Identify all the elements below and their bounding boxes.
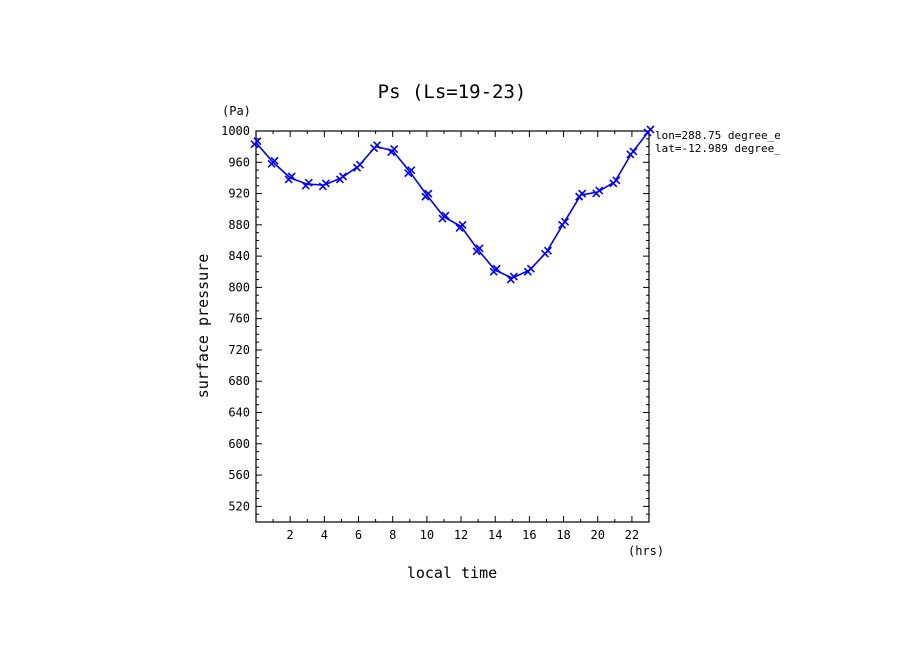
x-tick-label: 8: [389, 528, 396, 542]
point-cross: [646, 125, 655, 134]
data-point: [284, 172, 296, 184]
data-point: [609, 176, 621, 188]
y-tick-label: 640: [228, 406, 250, 420]
data-point: [404, 166, 416, 178]
point-cross: [441, 211, 450, 220]
y-tick-label: 840: [228, 249, 250, 263]
point-cross: [407, 166, 416, 175]
data-point: [506, 272, 518, 284]
data-point: [626, 147, 638, 159]
point-cross: [321, 179, 330, 188]
data-point: [301, 178, 313, 190]
point-cross: [253, 137, 262, 146]
point-cross: [560, 217, 570, 226]
x-tick-label: 18: [556, 528, 570, 542]
x-tick-label: 6: [355, 528, 362, 542]
series-line: [255, 130, 650, 279]
point-cross: [390, 144, 399, 154]
y-tick-label: 880: [228, 218, 250, 232]
annotation-clip: [780, 130, 904, 160]
x-tick-label: 22: [625, 528, 639, 542]
point-cross: [458, 220, 467, 229]
data-point: [267, 156, 279, 168]
point-cross: [509, 272, 518, 281]
data-point: [592, 186, 604, 198]
y-tick-label: 600: [228, 437, 250, 451]
data-point: [455, 220, 467, 232]
point-cross: [270, 156, 279, 165]
x-axis-label: local time: [407, 564, 497, 582]
x-tick-label: 16: [522, 528, 536, 542]
chart-title: Ps (Ls=19-23): [378, 81, 527, 103]
point-cross: [424, 189, 433, 198]
point-cross: [612, 176, 621, 185]
data-point: [643, 125, 655, 137]
y-tick-label: 920: [228, 187, 250, 201]
data-point: [557, 217, 570, 229]
point-cross: [355, 160, 365, 169]
y-tick-label: 680: [228, 374, 250, 388]
y-tick-label: 800: [228, 280, 250, 294]
y-tick-label: 760: [228, 312, 250, 326]
data-point: [250, 137, 262, 149]
data-point: [335, 172, 348, 184]
data-point: [421, 189, 433, 201]
x-tick-label: 2: [287, 528, 294, 542]
y-unit-label: (Pa): [222, 104, 251, 118]
data-point: [318, 179, 330, 191]
y-tick-label: 720: [228, 343, 250, 357]
point-cross: [492, 264, 501, 273]
y-tick-label: 960: [228, 155, 250, 169]
data-point: [540, 246, 553, 258]
x-unit-label: (hrs): [628, 544, 664, 558]
x-tick-label: 20: [591, 528, 605, 542]
point-cross: [304, 178, 313, 187]
x-tick-label: 4: [321, 528, 328, 542]
point-cross: [475, 244, 484, 253]
data-point: [575, 189, 587, 201]
point-cross: [338, 172, 348, 181]
data-point: [370, 141, 382, 153]
point-cross: [543, 246, 553, 255]
lat-annotation: lat=-12.989 degree_: [655, 142, 781, 155]
data-point: [472, 244, 484, 256]
y-tick-label: 560: [228, 468, 250, 482]
plot-frame: [255, 130, 650, 523]
data-point: [489, 264, 501, 276]
x-tick-label: 12: [454, 528, 468, 542]
y-tick-label: 520: [228, 499, 250, 513]
point-cross: [287, 172, 296, 181]
x-tick-label: 10: [420, 528, 434, 542]
y-axis-label: surface pressure: [194, 254, 212, 399]
x-tick-label: 14: [488, 528, 502, 542]
lon-annotation: lon=288.75 degree_e: [655, 129, 781, 142]
point-cross: [526, 264, 535, 273]
point-cross: [373, 141, 382, 150]
data-point: [352, 160, 365, 172]
data-point: [387, 144, 399, 157]
point-cross: [629, 147, 638, 156]
data-point: [523, 264, 535, 276]
point-cross: [578, 189, 587, 198]
data-point: [438, 211, 450, 223]
point-cross: [595, 186, 604, 195]
y-tick-label: 1000: [221, 124, 250, 138]
